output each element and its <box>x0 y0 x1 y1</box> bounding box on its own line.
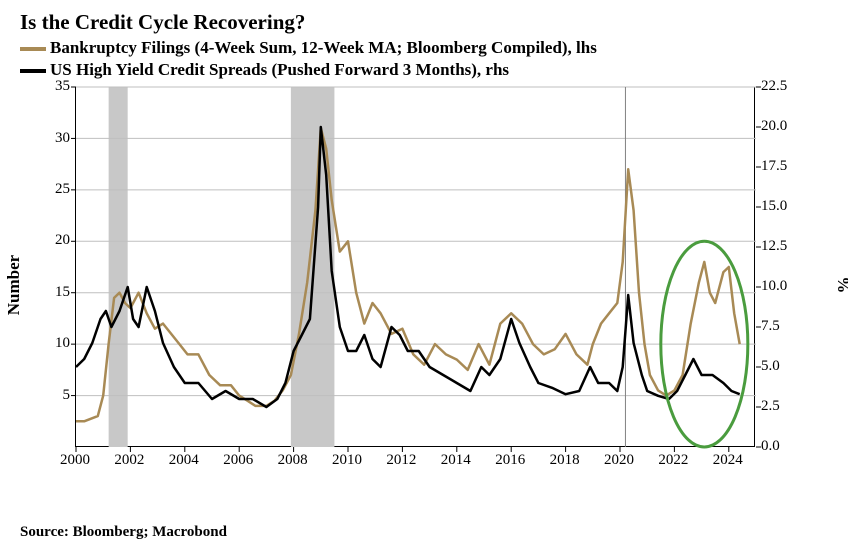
y-axis-label-right: % <box>834 276 848 293</box>
ytick-right: 20.0 <box>761 118 811 135</box>
xtick: 2002 <box>114 452 144 469</box>
xtick: 2004 <box>169 452 199 469</box>
ytick-left: 5 <box>30 387 70 404</box>
xtick: 2016 <box>495 452 525 469</box>
legend-item-0: Bankruptcy Filings (4-Week Sum, 12-Week … <box>20 37 828 59</box>
ytick-right: 0.0 <box>761 438 811 455</box>
ytick-left: 30 <box>30 130 70 147</box>
xtick: 2012 <box>386 452 416 469</box>
legend-label-1: US High Yield Credit Spreads (Pushed For… <box>50 60 509 79</box>
legend: Bankruptcy Filings (4-Week Sum, 12-Week … <box>20 37 828 81</box>
chart-svg <box>76 87 756 447</box>
xtick: 2010 <box>332 452 362 469</box>
plot-area <box>75 87 755 447</box>
xtick: 2000 <box>60 452 90 469</box>
ytick-right: 5.0 <box>761 358 811 375</box>
ytick-left: 10 <box>30 335 70 352</box>
ytick-right: 22.5 <box>761 78 811 95</box>
ytick-right: 12.5 <box>761 238 811 255</box>
legend-swatch-0 <box>20 47 46 51</box>
ytick-right: 10.0 <box>761 278 811 295</box>
ytick-left: 15 <box>30 284 70 301</box>
xtick: 2022 <box>658 452 688 469</box>
xtick: 2024 <box>713 452 743 469</box>
xtick: 2008 <box>278 452 308 469</box>
y-axis-label-left: Number <box>4 254 24 314</box>
legend-swatch-1 <box>20 69 46 73</box>
xtick: 2020 <box>604 452 634 469</box>
xtick: 2014 <box>441 452 471 469</box>
source-text: Source: Bloomberg; Macrobond <box>20 524 828 541</box>
xtick: 2018 <box>550 452 580 469</box>
xtick: 2006 <box>223 452 253 469</box>
legend-label-0: Bankruptcy Filings (4-Week Sum, 12-Week … <box>50 38 597 57</box>
ytick-left: 20 <box>30 232 70 249</box>
ytick-right: 2.5 <box>761 398 811 415</box>
ytick-right: 17.5 <box>761 158 811 175</box>
chart-title: Is the Credit Cycle Recovering? <box>20 10 828 35</box>
ytick-right: 15.0 <box>761 198 811 215</box>
ytick-right: 7.5 <box>761 318 811 335</box>
ytick-left: 35 <box>30 78 70 95</box>
chart-container: Number % 51015202530350.02.55.07.510.012… <box>20 87 820 482</box>
legend-item-1: US High Yield Credit Spreads (Pushed For… <box>20 59 828 81</box>
ytick-left: 25 <box>30 181 70 198</box>
